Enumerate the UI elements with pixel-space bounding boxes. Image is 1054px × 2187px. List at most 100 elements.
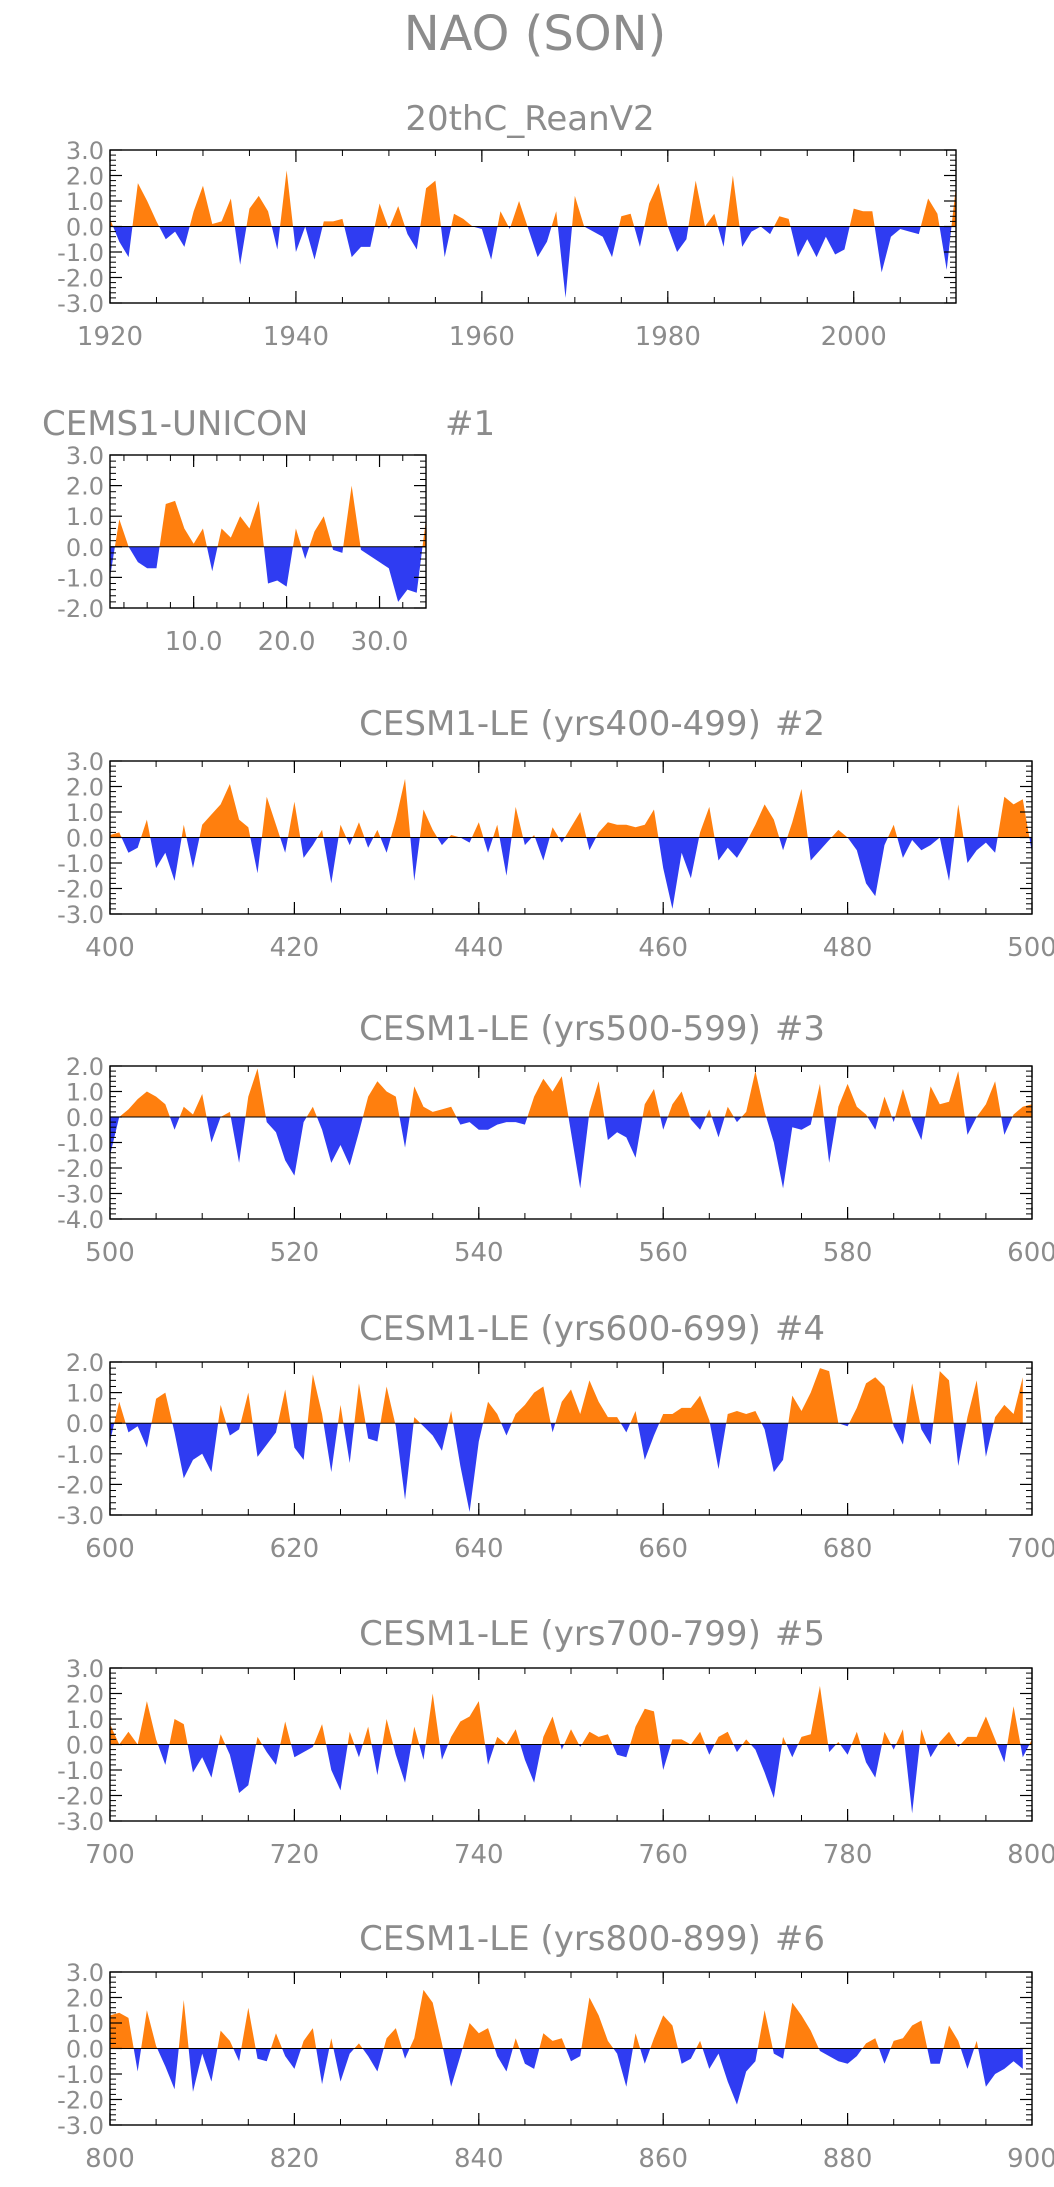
negative-anomaly-area bbox=[110, 546, 426, 602]
plot-frame bbox=[109, 454, 427, 609]
plot-frame bbox=[109, 1361, 1033, 1516]
y-tick-label: 3.0 bbox=[66, 1655, 104, 1683]
y-tick-label: 2.0 bbox=[66, 163, 104, 191]
y-tick-label: -1.0 bbox=[57, 1130, 104, 1158]
x-tick-label: 1920 bbox=[77, 322, 143, 352]
x-tick-label: 440 bbox=[454, 933, 504, 963]
negative-anomaly-area bbox=[110, 1423, 1023, 1512]
x-tick-label: 820 bbox=[270, 2144, 320, 2174]
y-tick-label: 2.0 bbox=[66, 774, 104, 802]
x-tick-label: 780 bbox=[823, 1840, 873, 1870]
y-tick-label: -4.0 bbox=[57, 1206, 104, 1234]
negative-anomaly-area bbox=[110, 1744, 1032, 1814]
negative-anomaly-area bbox=[110, 837, 1032, 909]
y-tick-label: 0.0 bbox=[66, 1104, 104, 1132]
x-tick-label: 700 bbox=[85, 1840, 135, 1870]
positive-anomaly-area bbox=[110, 170, 956, 227]
x-tick-label: 700 bbox=[1007, 1534, 1054, 1564]
panel-title: CEMS1-UNICON bbox=[42, 404, 308, 444]
x-tick-label: 740 bbox=[454, 1840, 504, 1870]
y-tick-label: 2.0 bbox=[66, 1985, 104, 2013]
y-tick-label: 1.0 bbox=[66, 503, 104, 531]
panel-cems1-unicon: CEMS1-UNICON #1 3.0 2.01.0 0.0-1.0 -2.0 10.0… bbox=[42, 404, 495, 657]
panel-tag: #2 bbox=[775, 704, 825, 744]
y-tick-label: -1.0 bbox=[57, 564, 104, 592]
y-tick-label: 1.0 bbox=[66, 1706, 104, 1734]
y-tick-label: -1.0 bbox=[57, 1441, 104, 1469]
panel-tag: #6 bbox=[775, 1919, 825, 1959]
y-tick-label: 3.0 bbox=[66, 748, 104, 776]
panel-tag: #3 bbox=[775, 1009, 825, 1049]
x-tick-label: 400 bbox=[85, 933, 135, 963]
y-tick-label: -3.0 bbox=[57, 290, 104, 318]
x-tick-label: 800 bbox=[85, 2144, 135, 2174]
y-tick-label: -3.0 bbox=[57, 1181, 104, 1209]
plot-frame bbox=[109, 1065, 1033, 1220]
y-tick-label: 2.0 bbox=[66, 1349, 104, 1377]
x-tick-label: 20.0 bbox=[258, 627, 316, 657]
panel-tag: #5 bbox=[775, 1614, 825, 1654]
panel-title: CESM1-LE (yrs600-699) bbox=[359, 1309, 761, 1349]
panel-tag: #4 bbox=[775, 1309, 825, 1349]
x-tick-label: 680 bbox=[823, 1534, 873, 1564]
y-tick-label: 0.0 bbox=[66, 1410, 104, 1438]
x-tick-label: 720 bbox=[270, 1840, 320, 1870]
panel-cesm1-le-600-699: CESM1-LE (yrs600-699) #4 2.0 1.00.0 -1.0-2… bbox=[57, 1309, 1054, 1564]
positive-anomaly-area bbox=[110, 1989, 1023, 2049]
y-tick-label: -1.0 bbox=[57, 850, 104, 878]
x-tick-label: 900 bbox=[1007, 2144, 1054, 2174]
page-title: NAO (SON) bbox=[404, 6, 667, 62]
y-tick-label: 0.0 bbox=[66, 2036, 104, 2064]
positive-anomaly-area bbox=[110, 1368, 1023, 1424]
positive-anomaly-area bbox=[110, 485, 426, 547]
x-tick-label: 560 bbox=[638, 1238, 688, 1268]
y-tick-label: -2.0 bbox=[57, 1155, 104, 1183]
x-tick-label: 880 bbox=[823, 2144, 873, 2174]
negative-anomaly-area bbox=[110, 1117, 1032, 1189]
x-tick-label: 600 bbox=[1007, 1238, 1054, 1268]
panel-title: CESM1-LE (yrs800-899) bbox=[359, 1919, 761, 1959]
x-tick-label: 860 bbox=[638, 2144, 688, 2174]
x-tick-label: 420 bbox=[270, 933, 320, 963]
y-tick-label: -2.0 bbox=[57, 1471, 104, 1499]
negative-anomaly-area bbox=[110, 226, 956, 298]
y-tick-label: -2.0 bbox=[57, 595, 104, 623]
y-tick-label: 2.0 bbox=[66, 1681, 104, 1709]
y-tick-label: 3.0 bbox=[66, 137, 104, 165]
y-tick-label: 1.0 bbox=[66, 799, 104, 827]
y-tick-label: 2.0 bbox=[66, 1053, 104, 1081]
panel-cesm1-le-400-499: CESM1-LE (yrs400-499) #2 3.02.01.00.0-1.… bbox=[57, 704, 1054, 963]
y-tick-label: -1.0 bbox=[57, 239, 104, 267]
x-tick-label: 760 bbox=[638, 1840, 688, 1870]
x-tick-label: 1940 bbox=[263, 322, 329, 352]
positive-anomaly-area bbox=[110, 778, 1032, 838]
y-tick-label: -2.0 bbox=[57, 2087, 104, 2115]
x-tick-label: 520 bbox=[270, 1238, 320, 1268]
panel-title: CESM1-LE (yrs700-799) bbox=[359, 1614, 761, 1654]
x-tick-label: 640 bbox=[454, 1534, 504, 1564]
y-tick-label: 0.0 bbox=[66, 534, 104, 562]
x-tick-label: 600 bbox=[85, 1534, 135, 1564]
y-tick-label: 3.0 bbox=[66, 1959, 104, 1987]
x-tick-label: 840 bbox=[454, 2144, 504, 2174]
negative-anomaly-area bbox=[110, 2048, 1023, 2105]
panel-title: 20thC_ReanV2 bbox=[405, 99, 654, 139]
panel-cesm1-le-800-899: CESM1-LE (yrs800-899) #6 3.02.01.00.0-1.… bbox=[57, 1919, 1054, 2174]
x-tick-label: 1960 bbox=[449, 322, 515, 352]
positive-anomaly-area bbox=[110, 1068, 1032, 1117]
x-tick-label: 500 bbox=[85, 1238, 135, 1268]
y-tick-label: -2.0 bbox=[57, 876, 104, 904]
y-tick-label: 0.0 bbox=[66, 1732, 104, 1760]
y-tick-label: 1.0 bbox=[66, 188, 104, 216]
positive-anomaly-area bbox=[110, 1685, 1032, 1745]
x-tick-label: 2000 bbox=[821, 322, 887, 352]
panel-title: CESM1-LE (yrs500-599) bbox=[359, 1009, 761, 1049]
y-tick-label: 2.0 bbox=[66, 473, 104, 501]
y-tick-label: 0.0 bbox=[66, 214, 104, 242]
y-tick-label: 1.0 bbox=[66, 2010, 104, 2038]
panel-title: CESM1-LE (yrs400-499) bbox=[359, 704, 761, 744]
panel-cesm1-le-700-799: CESM1-LE (yrs700-799) #5 3.02.01.00.0-1.… bbox=[57, 1614, 1054, 1870]
y-tick-label: 3.0 bbox=[66, 442, 104, 470]
y-tick-label: -3.0 bbox=[57, 901, 104, 929]
